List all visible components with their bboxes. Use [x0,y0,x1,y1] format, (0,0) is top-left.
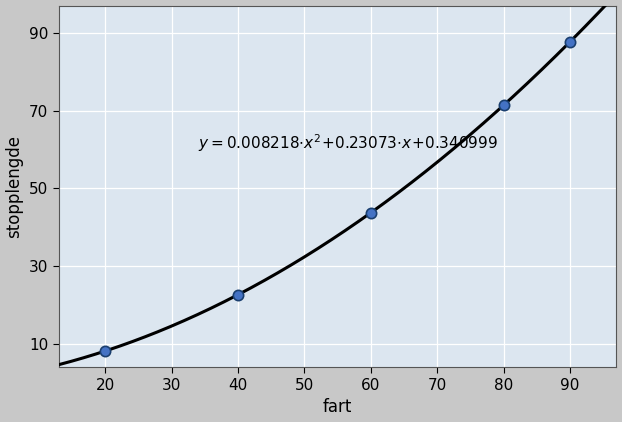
X-axis label: fart: fart [323,398,352,417]
Point [100,348,110,354]
Point [233,291,243,298]
Y-axis label: stopplengde: stopplengde [6,135,24,238]
Point [499,102,509,108]
Point [366,209,376,216]
Text: $y = 0.008218{\cdot}x^2\!+\!0.23073{\cdot}x\!+\!0.340999$: $y = 0.008218{\cdot}x^2\!+\!0.23073{\cdo… [198,132,498,154]
Point [565,38,575,45]
